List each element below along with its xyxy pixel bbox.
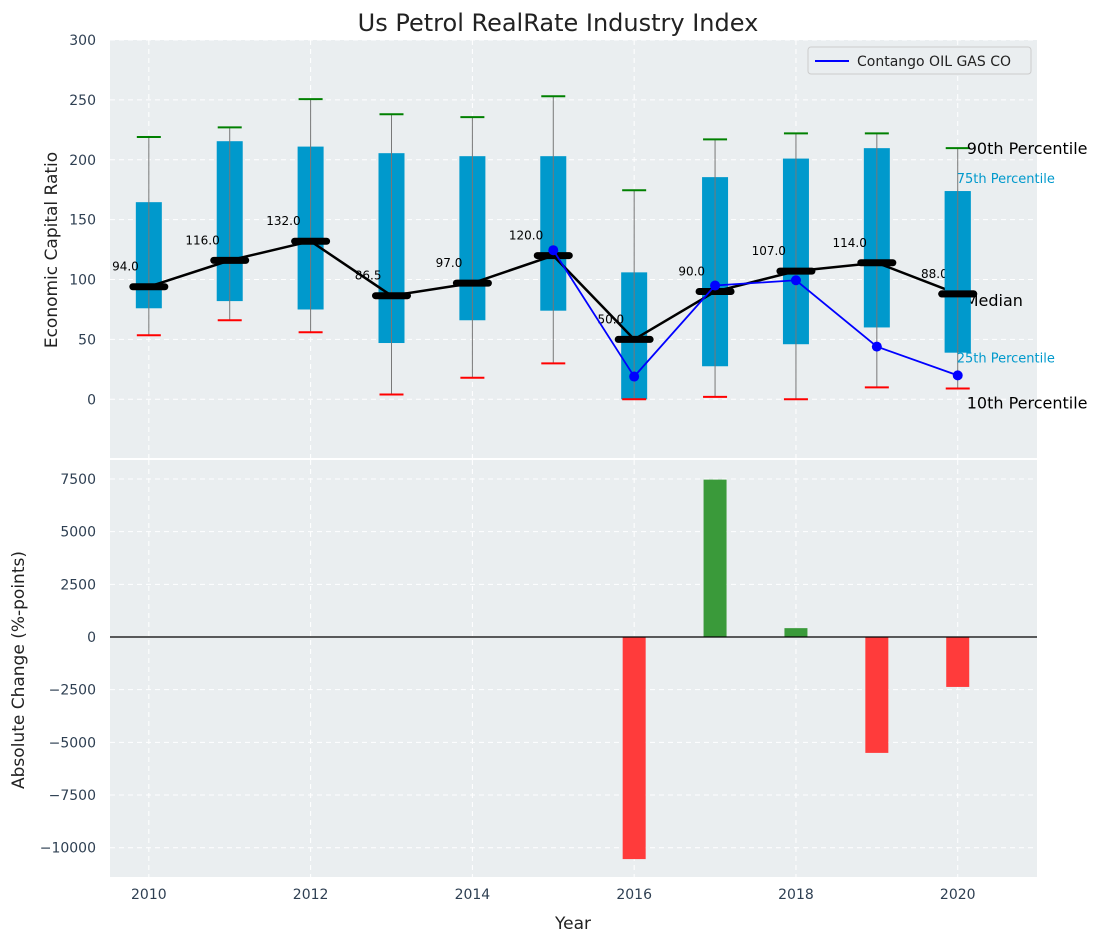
- bottom-y-axis-label: Absolute Change (%-points): [9, 551, 29, 789]
- top-y-tick-label: 50: [78, 332, 96, 348]
- change-bar: [622, 636, 646, 860]
- company-point: [952, 370, 963, 381]
- x-tick-label: 2010: [131, 887, 167, 903]
- bottom-y-tick-label: −7500: [49, 788, 96, 804]
- median-label: 114.0: [832, 236, 866, 250]
- x-tick-label: 2020: [940, 887, 976, 903]
- top-y-tick-label: 250: [69, 93, 96, 109]
- top-y-tick-label: 200: [69, 153, 96, 169]
- bottom-plot-area: [110, 460, 1037, 877]
- bottom-y-tick-label: −10000: [40, 841, 96, 857]
- company-point: [629, 371, 640, 382]
- median-annotation: Median: [965, 291, 1023, 310]
- bottom-y-tick-label: −2500: [49, 683, 96, 699]
- top-y-tick-label: 0: [87, 392, 96, 408]
- p90-annotation: 90th Percentile: [967, 139, 1088, 158]
- top-panel: 0 50 100 150 200 250 300 94.0 116.0 132.0 86.5 97.0…: [69, 33, 1088, 458]
- top-y-axis-label: Economic Capital Ratio: [42, 152, 62, 348]
- x-tick-label: 2014: [455, 887, 491, 903]
- median-label: 90.0: [678, 265, 705, 279]
- x-tick-label: 2016: [616, 887, 652, 903]
- company-point: [710, 280, 721, 291]
- top-y-tick-label: 300: [69, 33, 96, 49]
- company-line: [552, 249, 959, 379]
- median-label: 120.0: [509, 229, 543, 243]
- p75-annotation: 75th Percentile: [957, 172, 1055, 187]
- company-point: [871, 341, 882, 352]
- bottom-y-tick-label: 7500: [60, 472, 96, 488]
- median-label: 97.0: [436, 256, 463, 270]
- median-label: 88.0: [921, 267, 948, 281]
- bottom-y-tick-label: 2500: [60, 577, 96, 593]
- bottom-y-tick-label: 5000: [60, 525, 96, 541]
- change-bar: [784, 628, 808, 637]
- median-label: 132.0: [266, 214, 300, 228]
- bottom-panel: 2010 2012 2014 2016 2018 2020 −10000 −7500 −5000…: [40, 460, 1037, 903]
- change-bar: [946, 636, 970, 687]
- top-y-tick-label: 150: [69, 213, 96, 229]
- median-label: 50.0: [597, 312, 624, 326]
- company-point: [790, 275, 801, 286]
- top-plot-area: [110, 40, 1037, 458]
- chart-title: Us Petrol RealRate Industry Index: [358, 9, 759, 37]
- company-point: [548, 245, 559, 256]
- median-label: 116.0: [185, 233, 219, 247]
- bottom-y-tick-label: −5000: [49, 735, 96, 751]
- p25-annotation: 25th Percentile: [957, 352, 1055, 367]
- legend-label-company: Contango OIL GAS CO: [857, 54, 1011, 70]
- x-tick-label: 2012: [293, 887, 329, 903]
- x-tick-label: 2018: [778, 887, 814, 903]
- x-axis-label: Year: [554, 914, 591, 934]
- top-y-tick-label: 100: [69, 273, 96, 289]
- median-label: 94.0: [112, 260, 139, 274]
- change-bar: [703, 479, 727, 637]
- median-label: 107.0: [752, 244, 786, 258]
- change-bar: [865, 636, 889, 753]
- p10-annotation: 10th Percentile: [967, 394, 1088, 413]
- bottom-y-tick-label: 0: [87, 630, 96, 646]
- legend: Contango OIL GAS CO: [807, 46, 1032, 75]
- median-label: 86.5: [355, 269, 382, 283]
